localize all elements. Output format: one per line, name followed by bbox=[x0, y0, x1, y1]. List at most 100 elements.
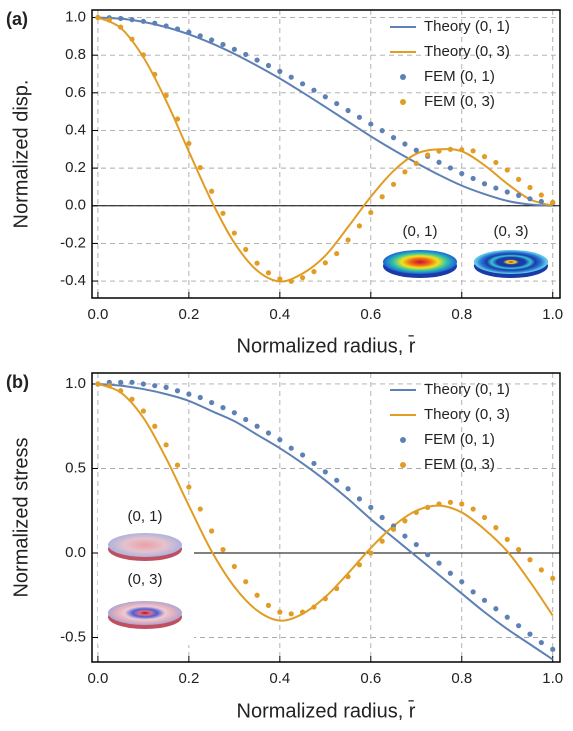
point bbox=[425, 152, 431, 158]
point bbox=[447, 499, 453, 505]
inset-disk bbox=[474, 250, 548, 274]
point bbox=[481, 154, 488, 160]
point bbox=[254, 592, 260, 598]
point bbox=[277, 609, 283, 615]
point bbox=[163, 384, 169, 390]
point bbox=[95, 381, 101, 387]
point bbox=[140, 381, 146, 387]
point bbox=[436, 501, 442, 507]
point bbox=[254, 260, 260, 266]
point bbox=[527, 631, 533, 637]
point bbox=[118, 15, 124, 22]
point bbox=[493, 606, 499, 612]
legend-label: FEM (0, 3) bbox=[424, 456, 495, 473]
point bbox=[197, 394, 203, 401]
point bbox=[402, 141, 408, 147]
point bbox=[436, 148, 442, 154]
y-tick-label: 1.0 bbox=[65, 8, 86, 25]
panel-label: (b) bbox=[6, 372, 29, 392]
point bbox=[299, 81, 306, 87]
point bbox=[299, 275, 306, 281]
point bbox=[243, 246, 249, 253]
panel-label: (a) bbox=[6, 9, 28, 29]
legend-label: Theory (0, 1) bbox=[424, 381, 510, 398]
point bbox=[209, 188, 215, 194]
point bbox=[254, 423, 260, 429]
point bbox=[334, 250, 340, 257]
point bbox=[299, 609, 306, 615]
point bbox=[356, 223, 363, 229]
point bbox=[209, 528, 215, 534]
y-tick-label: 0.6 bbox=[65, 84, 86, 101]
point bbox=[220, 41, 226, 48]
legend-label: Theory (0, 3) bbox=[424, 43, 510, 60]
point bbox=[152, 71, 158, 77]
point bbox=[220, 405, 226, 411]
plot-frame bbox=[91, 372, 561, 663]
point bbox=[379, 194, 385, 200]
point bbox=[197, 506, 203, 512]
point bbox=[129, 17, 135, 23]
x-tick-label: 0.4 bbox=[269, 306, 290, 323]
plot-frame bbox=[91, 9, 561, 299]
point bbox=[129, 36, 135, 42]
point bbox=[550, 575, 556, 581]
point bbox=[243, 579, 249, 585]
y-tick-label: 1.0 bbox=[65, 375, 86, 392]
point bbox=[538, 198, 544, 205]
point bbox=[459, 170, 465, 177]
point bbox=[459, 147, 465, 153]
legend-label: FEM (0, 1) bbox=[424, 431, 495, 448]
point bbox=[265, 62, 272, 69]
point bbox=[550, 199, 556, 205]
point bbox=[265, 602, 272, 608]
point bbox=[527, 184, 533, 191]
inset-label: (0, 3) bbox=[493, 223, 528, 240]
point bbox=[334, 585, 340, 592]
point bbox=[231, 230, 237, 236]
legend-label: FEM (0, 3) bbox=[424, 93, 495, 110]
legend-swatch bbox=[400, 99, 406, 105]
point bbox=[288, 611, 294, 617]
y-tick-label: 0.8 bbox=[65, 46, 86, 63]
point bbox=[334, 100, 340, 107]
x-tick-label: 1.0 bbox=[542, 670, 563, 687]
point bbox=[481, 181, 488, 187]
point bbox=[402, 169, 408, 175]
point bbox=[481, 597, 488, 603]
point bbox=[379, 128, 385, 134]
point bbox=[265, 270, 272, 276]
legend-label: Theory (0, 1) bbox=[424, 18, 510, 35]
x-tick-label: 0.6 bbox=[360, 306, 381, 323]
point bbox=[152, 383, 158, 389]
line bbox=[97, 16, 553, 207]
x-tick-label: 0.8 bbox=[451, 670, 472, 687]
point bbox=[220, 547, 226, 553]
point bbox=[322, 596, 328, 602]
point bbox=[152, 20, 158, 26]
point bbox=[390, 526, 397, 532]
y-tick-label: -0.4 bbox=[60, 272, 86, 289]
point bbox=[527, 557, 533, 563]
inset-disk bbox=[108, 533, 182, 557]
point bbox=[413, 160, 419, 167]
y-axis-title: Normalized stress bbox=[10, 437, 32, 597]
point bbox=[345, 107, 351, 114]
legend-label: FEM (0, 1) bbox=[424, 68, 495, 85]
point bbox=[402, 518, 408, 524]
point bbox=[379, 538, 385, 544]
point bbox=[368, 550, 374, 556]
panel: 0.0 0.2 0.4 0.6 0.8 1.0 -0.4 -0.2 0.0 0.2 0.4 0.6 0.… bbox=[6, 8, 563, 357]
point bbox=[174, 26, 181, 32]
point bbox=[118, 24, 124, 30]
inset-disk bbox=[108, 601, 182, 625]
panel: 0.0 0.2 0.4 0.6 0.8 1.0 -0.5 0.0 0.5 1.0 (0, 1) (0,… bbox=[6, 372, 563, 723]
point bbox=[288, 278, 294, 284]
point bbox=[231, 563, 237, 570]
point bbox=[345, 574, 351, 580]
line bbox=[97, 382, 554, 661]
x-axis-title: Normalized radius, r̄ bbox=[237, 334, 416, 357]
inset-label: (0, 3) bbox=[127, 571, 162, 588]
point bbox=[186, 484, 192, 490]
point bbox=[516, 547, 522, 553]
